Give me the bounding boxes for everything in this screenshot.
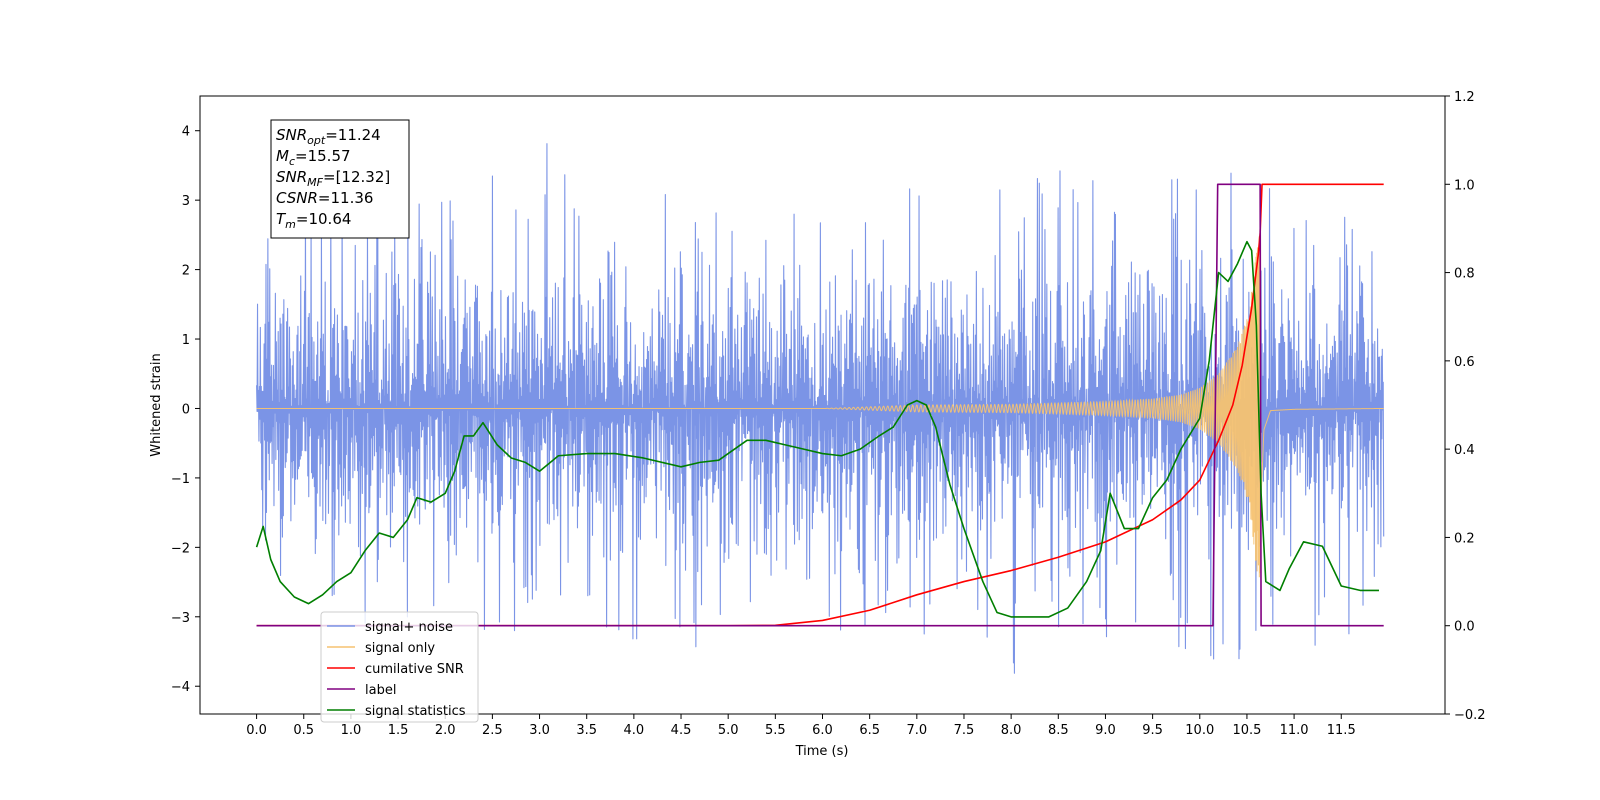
y-tick-label: 0 [182,402,190,417]
x-tick-label: 7.0 [906,723,927,738]
x-tick-label: 8.5 [1048,723,1069,738]
x-tick-label: 3.5 [576,723,597,738]
y2-tick-label: 0.8 [1454,267,1475,282]
y-axis-left-ticks: −4 −3 −2 −1 0 1 2 3 4 [171,125,200,695]
x-tick-label: 2.5 [482,723,503,738]
info-annotation-box: SNRopt=11.24Mc=15.57SNRMF=[12.32]CSNR=11… [270,119,410,239]
x-tick-label: 5.5 [765,723,786,738]
info-line: Mc=15.57 [276,147,351,168]
y-tick-label: −4 [171,680,190,695]
x-tick-label: 8.0 [1001,723,1022,738]
legend-entry-label: cumilative SNR [365,662,464,677]
x-tick-label: 2.0 [435,723,456,738]
y-tick-label: 4 [182,125,190,140]
x-tick-label: 1.5 [388,723,409,738]
x-tick-label: 0.5 [293,723,314,738]
series-layer [255,143,1385,674]
x-axis-label: Time (s) [795,744,849,759]
legend-frame [320,611,479,723]
y-tick-label: −2 [171,541,190,556]
y2-tick-label: 0.4 [1454,443,1475,458]
x-tick-label: 11.5 [1327,723,1356,738]
series-signal-statistics [255,240,1379,618]
x-tick-label: 4.0 [624,723,645,738]
legend-entry-label: label [365,683,396,698]
x-tick-label: 6.5 [859,723,880,738]
x-tick-label: 3.0 [529,723,550,738]
x-tick-label: 6.0 [812,723,833,738]
y-tick-label: −1 [171,472,190,487]
info-box-frame [270,119,410,239]
y-tick-label: −3 [171,611,190,626]
x-tick-label: 4.5 [671,723,692,738]
x-tick-label: 5.0 [718,723,739,738]
y2-tick-label: −0.2 [1454,708,1486,723]
y-tick-label: 1 [182,333,190,348]
y-tick-label: 2 [182,264,190,279]
y2-tick-label: 0.6 [1454,355,1475,370]
x-tick-label: 1.0 [341,723,362,738]
x-axis-ticks: 0.0 0.5 1.0 1.5 2.0 2.5 3.0 3.5 4.0 4.5 5.0 5.5 6.0 6… [246,714,1356,738]
y2-tick-label: 1.0 [1454,178,1475,193]
info-line: CSNR=11.36 [276,189,373,207]
info-line: Tm=10.64 [276,210,351,231]
info-line: SNRMF=[12.32] [276,168,390,189]
y2-tick-label: 0.0 [1454,620,1475,635]
x-tick-label: 9.0 [1095,723,1116,738]
x-tick-label: 7.5 [954,723,975,738]
x-tick-label: 0.0 [246,723,267,738]
y-tick-label: 3 [182,194,190,209]
y-axis-right-ticks: −0.2 0.0 0.2 0.4 0.6 0.8 1.0 1.2 [1445,90,1486,723]
info-line: SNRopt=11.24 [276,126,381,147]
x-tick-label: 11.0 [1280,723,1309,738]
legend-entry-label: signal+ noise [365,620,453,635]
series-cumilative-snr [256,183,1384,627]
y2-tick-label: 0.2 [1454,531,1475,546]
x-tick-label: 10.5 [1232,723,1261,738]
legend: signal+ noise signal only cumilative SNR la… [320,611,479,723]
x-tick-label: 10.0 [1185,723,1214,738]
y-axis-label: Whitened strain [149,353,164,456]
y2-tick-label: 1.2 [1454,90,1475,105]
x-tick-label: 9.5 [1142,723,1163,738]
legend-entry-label: signal only [365,641,435,656]
series-label [256,183,1384,627]
series-signal-only [256,236,1384,578]
legend-entry-label: signal statistics [365,704,466,719]
